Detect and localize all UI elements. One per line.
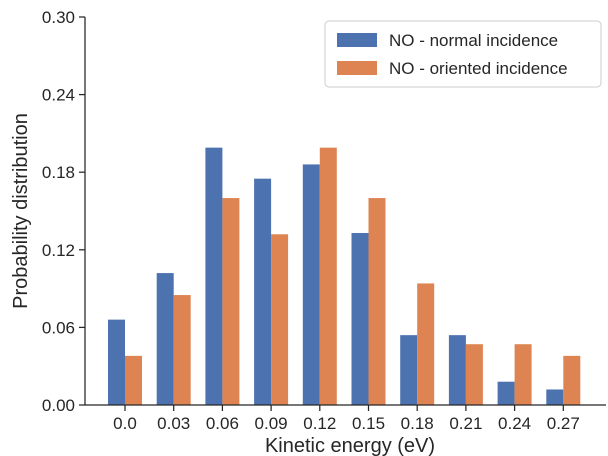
x-tick-label: 0.21 [449,414,482,433]
bar-series-2-0.18 [417,283,435,405]
axes-group [84,17,606,406]
x-tick-label: 0.09 [255,414,288,433]
y-tick-label: 0.00 [42,396,75,415]
y-tick-label: 0.12 [42,241,75,260]
y-tick-label: 0.18 [42,163,75,182]
bars-group [108,147,581,406]
bar-series-1-0.03 [156,273,174,405]
x-tick-label: 0.12 [303,414,336,433]
y-tick-label: 0.30 [42,8,75,27]
bar-series-2-0.03 [173,295,191,405]
bar-series-1-0.18 [400,335,418,405]
bar-series-1-0.15 [351,232,369,405]
x-tick-label: 0.06 [206,414,239,433]
legend-frame [324,20,602,88]
bar-series-1-0.0 [108,319,125,405]
legend-swatch-1 [337,33,377,47]
legend-label-2: NO - oriented incidence [389,59,568,78]
x-tick-label: 0.18 [401,414,434,433]
bar-series-2-0.09 [271,234,289,405]
bar-series-2-0.15 [368,198,386,405]
x-ticks-group: 0.0 0.03 0.06 0.09 0.12 0.15 0.18 0.21 0.24 0.27 [113,405,580,433]
bar-series-2-0.12 [319,147,337,406]
x-tick-label: 0.27 [547,414,580,433]
x-tick-label: 0.03 [157,414,190,433]
bar-series-2-0.21 [465,344,483,405]
bar-series-1-0.12 [302,164,320,405]
bar-series-2-0.06 [222,198,240,405]
bar-series-1-0.06 [205,147,223,406]
y-ticks-group: 0.00 0.06 0.12 0.18 0.24 0.30 [42,8,85,415]
bar-series-2-0.24 [514,344,532,405]
x-axis-label: Kinetic energy (eV) [265,435,435,456]
bar-series-2-0.0 [125,355,142,405]
y-tick-label: 0.24 [42,86,75,105]
x-tick-label: 0.15 [352,414,385,433]
x-tick-label: 0.0 [113,414,137,433]
bar-series-1-0.24 [497,381,515,405]
bar-series-1-0.09 [254,178,272,405]
x-tick-label: 0.24 [498,414,531,433]
bar-series-2-0.27 [563,355,581,405]
y-axis-label: Probability distribution [10,113,32,309]
legend: NO - normal incidence NO - oriented incid… [324,20,602,88]
legend-label-1: NO - normal incidence [389,31,558,50]
legend-swatch-2 [337,61,377,75]
bar-series-1-0.21 [448,335,466,405]
bar-series-1-0.27 [546,389,564,405]
y-tick-label: 0.06 [42,318,75,337]
